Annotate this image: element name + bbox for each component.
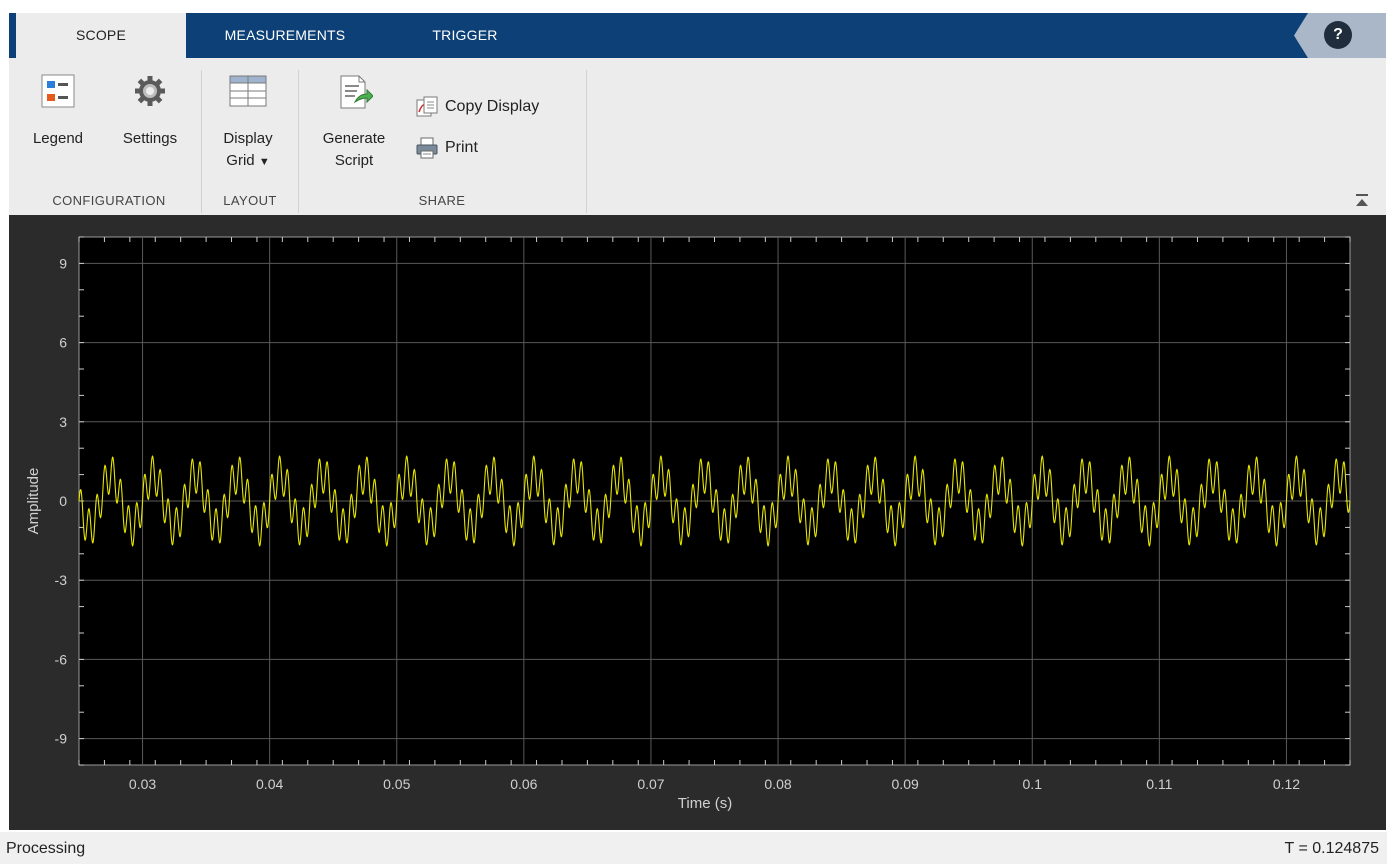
y-tick-label: -9: [55, 731, 68, 747]
tab-trigger[interactable]: TRIGGER: [432, 27, 498, 43]
copy-display-label: Copy Display: [445, 98, 540, 115]
copy-display-icon: [416, 96, 438, 117]
display-grid-icon: [229, 75, 267, 107]
generate-script-button[interactable]: Generate Script: [306, 74, 402, 172]
collapse-ribbon-icon[interactable]: [1354, 192, 1370, 208]
toolstrip-tab-bar: SCOPE MEASUREMENTS TRIGGER ?: [0, 0, 1387, 63]
legend-icon: [41, 74, 75, 108]
y-tick-label: 9: [59, 255, 67, 271]
x-tick-label: 0.08: [764, 776, 791, 792]
help-button[interactable]: ?: [1324, 21, 1352, 49]
display-grid-button[interactable]: Display Grid ▼: [208, 74, 288, 173]
status-text: Processing: [6, 840, 86, 857]
group-label-share: SHARE: [418, 193, 466, 208]
scope-plot[interactable]: 0.03 0.04 0.05 0.06 0.07 0.08 0.09 0.1 0.11 0.12 …: [0, 215, 1387, 830]
axis-ticks: [78, 236, 1351, 766]
x-tick-label: 0.03: [129, 776, 156, 792]
ribbon-separator: [201, 70, 202, 213]
print-button[interactable]: Print: [415, 136, 478, 160]
generate-script-label-line2: Script: [334, 152, 374, 169]
x-tick-labels: 0.03 0.04 0.05 0.06 0.07 0.08 0.09 0.1 0.11 0.12: [129, 776, 1300, 792]
display-grid-label-line2: Grid ▼: [226, 152, 270, 169]
simulation-time: T = 0.124875: [1284, 840, 1379, 857]
chevron-down-icon: ▼: [258, 156, 270, 168]
ribbon-separator: [586, 70, 587, 213]
x-tick-label: 0.06: [510, 776, 537, 792]
x-tick-label: 0.11: [1146, 776, 1172, 792]
legend-label: Legend: [32, 130, 84, 147]
status-bar: Processing T = 0.124875: [0, 832, 1387, 864]
y-tick-label: 6: [59, 335, 67, 351]
tab-strip-background: [9, 13, 1386, 58]
tab-scope[interactable]: SCOPE: [16, 13, 186, 63]
x-tick-label: 0.12: [1273, 776, 1300, 792]
settings-label: Settings: [122, 130, 178, 147]
generate-script-icon: [340, 75, 373, 109]
x-tick-label: 0.07: [637, 776, 664, 792]
display-grid-label-line1: Display: [223, 130, 273, 147]
gear-icon: [135, 76, 165, 106]
y-tick-label: -3: [55, 572, 68, 588]
x-tick-label: 0.1: [1023, 776, 1043, 792]
printer-icon: [416, 137, 438, 159]
ribbon-separator: [298, 70, 299, 213]
x-axis-label: Time (s): [678, 795, 732, 812]
x-tick-label: 0.05: [383, 776, 410, 792]
y-tick-label: -6: [55, 651, 68, 667]
signal-trace: [78, 455, 1351, 547]
y-axis-label: Amplitude: [25, 468, 42, 535]
x-tick-label: 0.09: [892, 776, 919, 792]
group-label-configuration: CONFIGURATION: [52, 193, 166, 208]
legend-button[interactable]: Legend: [20, 74, 96, 150]
x-tick-label: 0.04: [256, 776, 283, 792]
y-tick-labels: 9 6 3 0 -3 -6 -9: [55, 255, 68, 746]
generate-script-label-line1: Generate: [322, 130, 386, 147]
tab-measurements[interactable]: MEASUREMENTS: [224, 27, 346, 43]
copy-display-button[interactable]: Copy Display: [415, 95, 539, 119]
settings-button[interactable]: Settings: [110, 74, 190, 150]
y-tick-label: 0: [59, 493, 67, 509]
group-label-layout: LAYOUT: [223, 193, 277, 208]
y-tick-label: 3: [59, 414, 67, 430]
print-label: Print: [445, 139, 478, 156]
